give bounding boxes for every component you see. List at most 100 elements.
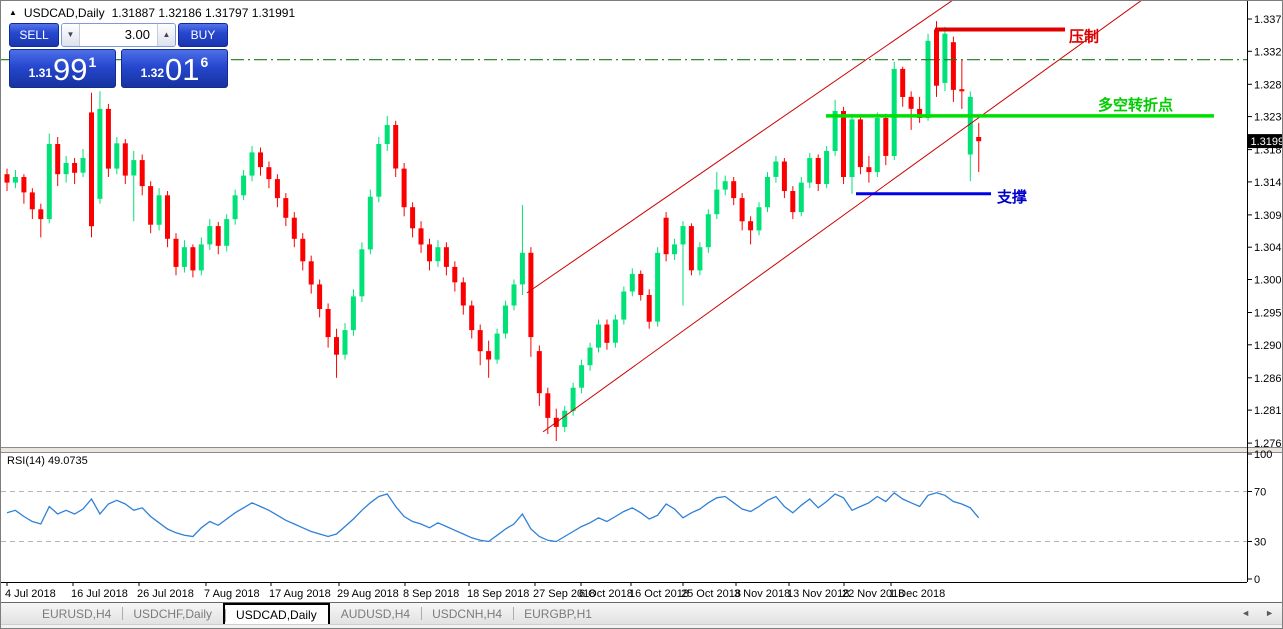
buy-price-box[interactable]: 1.32 01 6 (121, 49, 228, 88)
panel-splitter[interactable] (1, 448, 1283, 453)
buy-price-main: 01 (165, 52, 200, 87)
candle-down (486, 351, 492, 360)
date-axis[interactable]: 4 Jul 2018 16 Jul 2018 26 Jul 2018 7 Aug 20… (5, 582, 945, 601)
tab-usdcnh-h4[interactable]: USDCNH,H4 (421, 603, 513, 624)
current-price-badge (1247, 134, 1282, 149)
candle-up (232, 195, 238, 220)
price-axis-label: 1.31410 (1254, 177, 1283, 189)
candle-up (891, 68, 897, 156)
one-click-trading-panel: SELL ▼ 3.00 ▲ BUY 1.31 99 1 1.32 01 6 (9, 23, 228, 88)
collapse-panel-icon[interactable]: ▲ (9, 8, 17, 17)
tab-usdcad-daily[interactable]: USDCAD,Daily (223, 603, 330, 624)
candle-up (697, 247, 703, 271)
candle-up (621, 291, 627, 320)
date-label: 22 Nov 2018 (842, 588, 904, 600)
buy-price-pip: 6 (200, 54, 209, 70)
chart-symbol-title: USDCAD,Daily (23, 6, 105, 20)
date-label: 27 Sep 2018 (533, 588, 595, 600)
candle-up (925, 40, 931, 118)
sell-price-box[interactable]: 1.31 99 1 (9, 49, 116, 88)
candle-up (579, 365, 585, 388)
date-label: 13 Nov 2018 (787, 588, 849, 600)
date-label: 18 Sep 2018 (467, 588, 529, 600)
candle-up (672, 244, 677, 255)
candle-up (756, 207, 762, 231)
candle-up (359, 249, 365, 297)
chart-ohlc-values: 1.31887 1.32186 1.31797 1.31991 (111, 6, 296, 20)
candle-up (198, 244, 204, 271)
volume-decrease-icon[interactable]: ▼ (62, 24, 80, 46)
channel-trendline-lower[interactable] (542, 1, 1142, 433)
rsi-axis-label: 0 (1254, 574, 1260, 586)
candle-up (224, 219, 230, 246)
candle-up (342, 330, 348, 355)
candle-up (942, 33, 948, 83)
date-label: 16 Jul 2018 (71, 588, 128, 600)
candle-down (883, 118, 889, 156)
candle-down (38, 209, 44, 220)
candle-down (89, 112, 94, 227)
pivot-label: 多空转折点 (1098, 96, 1173, 114)
candle-up (832, 111, 838, 151)
candle-down (646, 295, 652, 322)
candle-down (841, 111, 846, 177)
tab-scroll-right-icon[interactable]: ► (1265, 608, 1274, 618)
candle-up (874, 118, 880, 173)
tab-audusd-h4[interactable]: AUDUSD,H4 (340, 606, 411, 621)
chart-titlebar: ▲ USDCAD,Daily 1.31887 1.32186 1.31797 1… (9, 6, 295, 20)
candle-down (959, 89, 965, 92)
candle-down (215, 226, 221, 246)
candle-down (604, 324, 610, 343)
tab-usdchf-daily[interactable]: USDCHF,Daily (122, 603, 223, 624)
candle-down (976, 137, 982, 142)
candle-down (190, 247, 196, 271)
candle-up (807, 158, 813, 183)
candle-up (241, 175, 247, 196)
candle-up (63, 163, 69, 175)
price-axis-label: 1.27690 (1254, 438, 1283, 450)
tab-eurgbp-h1[interactable]: EURGBP,H1 (513, 603, 603, 624)
sell-button[interactable]: SELL (9, 23, 59, 47)
candle-down (443, 247, 449, 267)
candle-up (156, 195, 162, 225)
candle-down (274, 179, 280, 199)
tab-eurusd-h4[interactable]: EURUSD,H4 (42, 606, 112, 621)
price-axis-label: 1.28160 (1254, 405, 1283, 417)
sell-price-main: 99 (53, 52, 88, 87)
tab-scroll-left-icon[interactable]: ◄ (1241, 608, 1251, 618)
price-axis-label: 1.33730 (1254, 14, 1283, 26)
candle-up (705, 214, 711, 248)
price-axis-label: 1.33270 (1254, 46, 1283, 58)
candle-up (773, 161, 779, 177)
candle-up (849, 119, 855, 177)
buy-button[interactable]: BUY (178, 23, 228, 47)
candles-layer (4, 21, 982, 441)
candle-down (258, 152, 263, 168)
candle-up (12, 177, 18, 183)
candle-down (334, 337, 339, 355)
channel-trendline-upper[interactable] (526, 1, 953, 294)
resistance-label: 压制 (1069, 28, 1099, 46)
candle-up (511, 284, 517, 306)
candle-down (317, 284, 323, 309)
volume-increase-icon[interactable]: ▲ (157, 24, 175, 46)
candle-down (917, 108, 923, 118)
candle-down (790, 191, 796, 213)
price-axis-label: 1.30480 (1254, 242, 1283, 254)
candle-down (4, 174, 10, 183)
candle-up (562, 410, 568, 427)
candle-down (739, 198, 745, 222)
price-axis-label: 1.32800 (1254, 79, 1283, 91)
candle-up (181, 247, 187, 267)
candle-down (688, 226, 694, 271)
candle-up (249, 152, 255, 176)
price-axis[interactable]: 1.337301.332701.328001.323401.318701.314… (1247, 14, 1283, 450)
rsi-indicator-label: RSI(14) 49.0735 (7, 455, 88, 467)
candle-down (638, 273, 644, 295)
volume-stepper: ▼ 3.00 ▲ (61, 23, 176, 47)
candle-up (519, 252, 525, 285)
volume-input[interactable]: 3.00 (124, 27, 150, 42)
candle-up (570, 387, 576, 411)
tab-scroll-arrows: ◄ ► (1241, 602, 1274, 624)
